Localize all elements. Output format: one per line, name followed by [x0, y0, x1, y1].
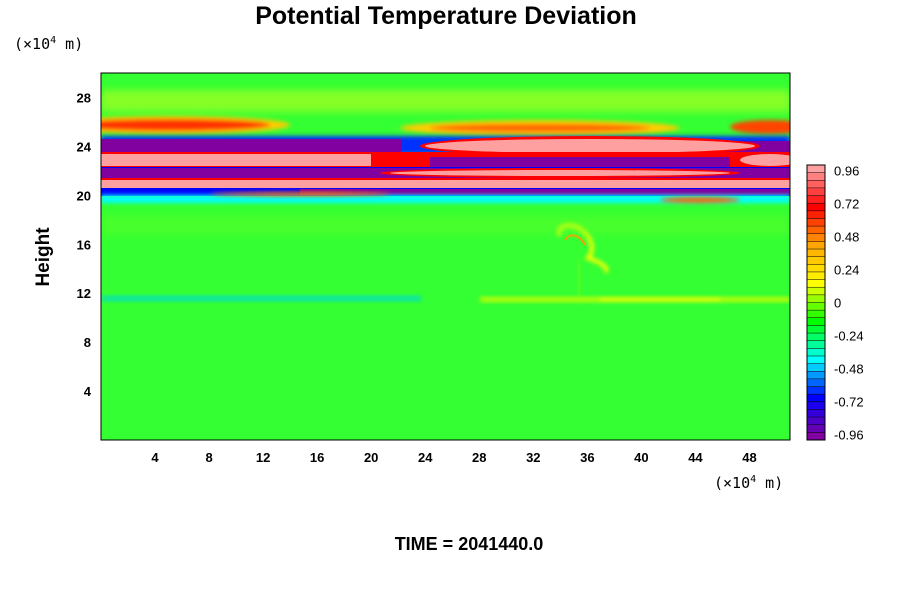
colorbar-tick-label: 0.24 [834, 263, 859, 278]
y-tick-label: 16 [77, 237, 91, 252]
x-axis-ticks: 4 8 12 16 20 24 28 32 36 40 44 48 [151, 450, 756, 465]
colorbar-level [807, 249, 825, 257]
y-axis-label: Height [33, 227, 54, 287]
colorbar-tick-label: -0.48 [834, 362, 864, 377]
colorbar-level [807, 203, 825, 212]
colorbar-level [807, 355, 825, 364]
colorbar-level [807, 226, 825, 235]
colorbar [806, 164, 826, 441]
colorbar-ticks: 0.96 0.72 0.48 0.24 0 -0.24 -0.48 -0.72 -0.96 [834, 164, 864, 443]
y-tick-label: 12 [77, 286, 91, 301]
colorbar-level [807, 210, 825, 219]
colorbar-level [807, 325, 825, 334]
colorbar-tick-label: 0.72 [834, 197, 859, 212]
colorbar-level [807, 432, 825, 441]
heatmap-field [101, 73, 790, 440]
purple-band-2 [101, 167, 790, 179]
y-axis-ticks: 4 8 12 16 20 24 28 [77, 90, 92, 399]
plot-frame [100, 72, 791, 441]
colorbar-level [807, 409, 825, 418]
colorbar-level [807, 180, 825, 189]
colorbar-level [807, 271, 825, 280]
colorbar-tick-label: -0.72 [834, 395, 864, 410]
colorbar-level [807, 256, 825, 265]
upper-purple-band [101, 136, 790, 156]
colorbar-level [807, 294, 825, 303]
x-tick-label: 48 [742, 450, 756, 465]
colorbar-level [807, 165, 825, 173]
colorbar-level [807, 340, 825, 349]
colorbar-level [807, 195, 825, 204]
colorbar-frame [806, 164, 826, 441]
colorbar-level [807, 187, 825, 196]
colorbar-level [807, 333, 825, 341]
colorbar-tick-label: -0.24 [834, 329, 864, 344]
colorbar-level [807, 386, 825, 395]
colorbar-level [807, 417, 825, 426]
x-tick-label: 28 [472, 450, 486, 465]
colorbar-level [807, 394, 825, 403]
x-tick-label: 20 [364, 450, 378, 465]
x-unit-label: (×104 m) [714, 474, 783, 492]
colorbar-level [807, 348, 825, 357]
colorbar-level [807, 241, 825, 250]
colorbar-level [807, 378, 825, 387]
cyan-line [101, 296, 421, 301]
colorbar-level [807, 264, 825, 273]
x-tick-label: 16 [310, 450, 324, 465]
colorbar-level [807, 218, 825, 227]
x-tick-label: 44 [688, 450, 703, 465]
y-tick-label: 4 [84, 384, 92, 399]
y-tick-label: 28 [77, 90, 91, 105]
colorbar-level [807, 279, 825, 288]
colorbar-level [807, 287, 825, 296]
upper-red-band [101, 116, 790, 136]
yellow-line [480, 297, 790, 302]
x-tick-label: 36 [580, 450, 594, 465]
colorbar-level [807, 310, 825, 319]
colorbar-level [807, 317, 825, 326]
colorbar-tick-label: 0.96 [834, 164, 859, 179]
y-tick-label: 8 [84, 335, 91, 350]
purple-band-3 [101, 188, 790, 203]
y-tick-label: 20 [77, 188, 91, 203]
colorbar-level [807, 401, 825, 410]
x-tick-label: 32 [526, 450, 540, 465]
y-unit-label: (×104 m) [14, 35, 83, 53]
time-label: TIME = 2041440.0 [395, 534, 544, 554]
x-tick-label: 24 [418, 450, 433, 465]
colorbar-level [807, 371, 825, 380]
pink-band-2 [101, 178, 790, 190]
colorbar-tick-label: -0.96 [834, 428, 864, 443]
colorbar-level [807, 302, 825, 311]
x-tick-label: 4 [151, 450, 159, 465]
lower-red-streaks [210, 192, 740, 203]
colorbar-level [807, 363, 825, 372]
pink-band-1 [101, 152, 790, 168]
colorbar-level [807, 172, 825, 181]
x-tick-label: 8 [205, 450, 212, 465]
y-tick-label: 24 [77, 139, 92, 154]
chart-title: Potential Temperature Deviation [255, 2, 637, 30]
colorbar-level [807, 233, 825, 242]
x-tick-label: 40 [634, 450, 648, 465]
colorbar-tick-label: 0 [834, 296, 841, 311]
colorbar-tick-label: 0.48 [834, 230, 859, 245]
x-tick-label: 12 [256, 450, 270, 465]
colorbar-level [807, 424, 825, 433]
upper-haze [101, 90, 790, 112]
lower-haze [101, 215, 790, 235]
background-field [101, 73, 790, 440]
